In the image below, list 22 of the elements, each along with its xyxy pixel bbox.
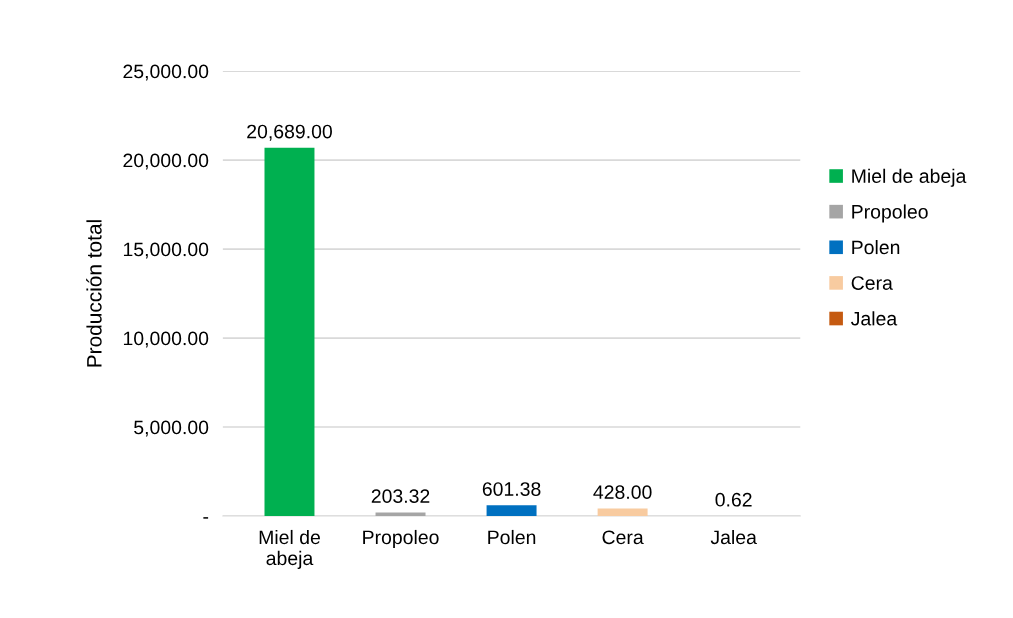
y-tick-label: 20,000.00: [123, 153, 209, 170]
y-axis-title: Producción total: [86, 220, 102, 367]
x-tick-label: Miel de abeja: [259, 529, 320, 569]
data-label: 0.62: [715, 492, 752, 507]
x-tick-label: Polen: [488, 529, 536, 545]
legend-label: Miel de abeja: [852, 168, 967, 187]
data-label: 20,689.00: [247, 124, 332, 141]
legend-label: Cera: [851, 276, 893, 290]
legend-label: Jalea: [851, 311, 898, 326]
y-tick-label: 25,000.00: [123, 64, 209, 81]
legend-label: Propoleo: [852, 204, 928, 223]
y-tick-label: -: [203, 517, 209, 519]
y-tick-label: 15,000.00: [123, 242, 209, 259]
y-tick-label: 5,000.00: [134, 420, 209, 437]
x-tick-label: Cera: [602, 530, 644, 545]
y-tick-label: 10,000.00: [123, 331, 209, 348]
data-label: 428.00: [593, 485, 652, 500]
legend-label: Polen: [852, 239, 900, 255]
x-tick-label: Jalea: [710, 529, 757, 545]
x-tick-label: Propoleo: [363, 529, 439, 549]
data-label: 203.32: [371, 489, 430, 504]
data-label: 601.38: [482, 482, 541, 496]
